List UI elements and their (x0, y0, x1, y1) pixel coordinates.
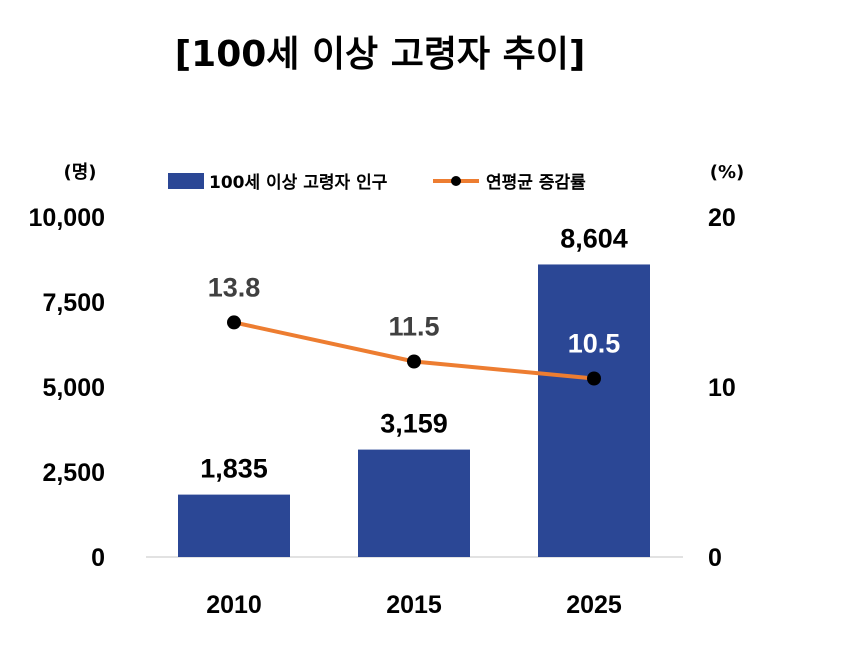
rate-data-label: 13.8 (208, 272, 261, 302)
bar-data-label: 8,604 (560, 223, 628, 253)
rate-data-label: 10.5 (568, 329, 621, 359)
rate-point (227, 315, 241, 330)
y-tick-label: 7,500 (42, 289, 105, 317)
rate-point (587, 371, 601, 386)
bar-data-label: 1,835 (200, 454, 268, 484)
chart-title: [100세 이상 고령자 추이] (175, 34, 586, 75)
rate-data-label: 11.5 (388, 312, 439, 342)
legend-line-label: 연평균 증감률 (486, 173, 586, 193)
y-tick-label: 2,500 (42, 459, 105, 487)
bar (358, 449, 470, 557)
x-tick-label: 2010 (206, 591, 262, 619)
rate-point (407, 354, 421, 369)
y-axis-unit: (명) (63, 162, 96, 183)
x-tick-label: 2025 (566, 591, 622, 619)
y2-tick-label: 10 (708, 374, 736, 402)
legend: 100세 이상 고령자 인구 연평균 증감률 (168, 172, 586, 193)
y-tick-label: 5,000 (42, 374, 105, 402)
legend-line-marker (451, 176, 461, 186)
y-tick-label: 0 (91, 544, 105, 572)
bar (538, 264, 650, 557)
y2-tick-label: 0 (708, 544, 722, 572)
y-tick-label: 10,000 (29, 204, 105, 232)
bar (178, 494, 290, 557)
legend-bar-label: 100세 이상 고령자 인구 (209, 172, 388, 193)
legend-bar-swatch (168, 173, 204, 189)
y2-axis-unit: (%) (710, 162, 745, 183)
x-tick-label: 2015 (386, 591, 442, 619)
y2-tick-label: 20 (708, 204, 736, 232)
bar-data-label: 3,159 (380, 409, 448, 439)
plot-area: 0 2,500 5,000 7,500 10,000 0 10 20 2010 2015 2025 1… (29, 204, 736, 619)
